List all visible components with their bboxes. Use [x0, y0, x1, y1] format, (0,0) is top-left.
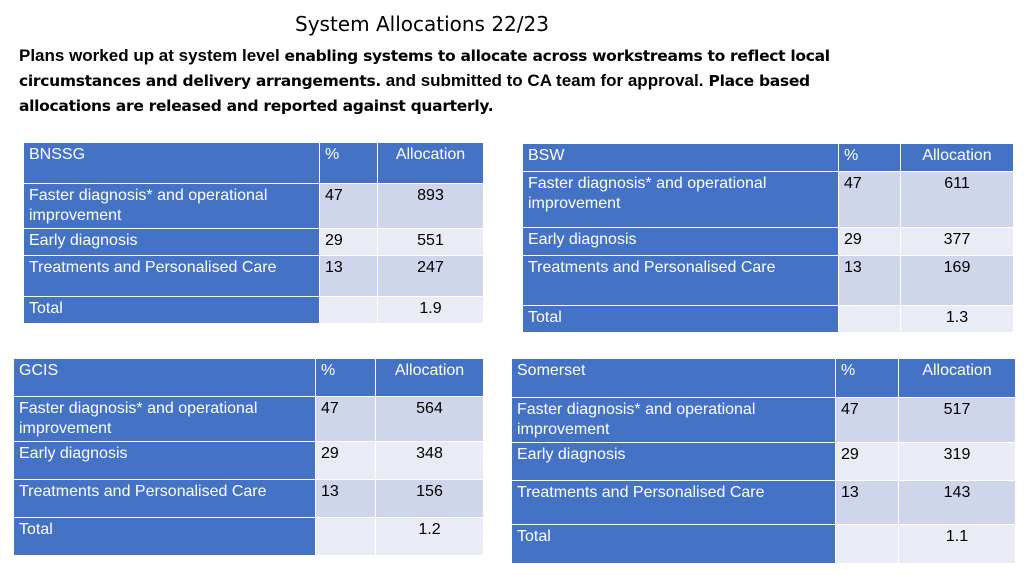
- table-header-row: BSW % Allocation: [522, 143, 1014, 172]
- total-pct: [319, 296, 378, 324]
- table-row: Faster diagnosis* and operational improv…: [511, 397, 1016, 443]
- row-pct: 13: [319, 255, 378, 297]
- table-row: Early diagnosis 29 377: [522, 227, 1014, 256]
- row-allocation: 156: [375, 479, 484, 518]
- intro-part-1: Plans worked up at system level: [19, 46, 285, 65]
- row-label: Faster diagnosis* and operational improv…: [23, 183, 320, 229]
- table-header-row: Somerset % Allocation: [511, 358, 1016, 398]
- pct-header: %: [315, 358, 376, 397]
- row-label: Treatments and Personalised Care: [511, 480, 836, 525]
- row-allocation: 564: [375, 396, 484, 442]
- allocation-header: Allocation: [898, 358, 1016, 398]
- total-allocation: 1.3: [900, 305, 1014, 333]
- row-allocation: 247: [377, 255, 484, 297]
- pct-header: %: [835, 358, 899, 398]
- row-pct: 47: [319, 183, 378, 229]
- pct-header: %: [319, 142, 378, 184]
- table-row: Treatments and Personalised Care 13 247: [23, 255, 484, 297]
- table-name-header: GCIS: [13, 358, 316, 397]
- row-label: Treatments and Personalised Care: [23, 255, 320, 297]
- table-row: Treatments and Personalised Care 13 143: [511, 480, 1016, 525]
- table-header-row: GCIS % Allocation: [13, 358, 484, 397]
- row-allocation: 319: [898, 442, 1016, 481]
- row-pct: 47: [315, 396, 376, 442]
- row-allocation: 143: [898, 480, 1016, 525]
- total-pct: [838, 305, 901, 333]
- row-allocation: 551: [377, 228, 484, 256]
- total-pct: [315, 517, 376, 556]
- total-label: Total: [522, 305, 839, 333]
- table-name-header: BNSSG: [23, 142, 320, 184]
- total-label: Total: [23, 296, 320, 324]
- table-total-row: Total 1.9: [23, 296, 484, 324]
- table-row: Early diagnosis 29 319: [511, 442, 1016, 481]
- allocation-header: Allocation: [375, 358, 484, 397]
- table-row: Treatments and Personalised Care 13 156: [13, 479, 484, 518]
- row-pct: 29: [835, 442, 899, 481]
- row-pct: 13: [838, 255, 901, 306]
- total-label: Total: [13, 517, 316, 556]
- somerset-table: Somerset % Allocation Faster diagnosis* …: [511, 358, 1016, 564]
- table-name-header: Somerset: [511, 358, 836, 398]
- row-pct: 29: [315, 441, 376, 480]
- row-label: Treatments and Personalised Care: [13, 479, 316, 518]
- row-pct: 29: [838, 227, 901, 256]
- row-label: Faster diagnosis* and operational improv…: [522, 171, 839, 228]
- intro-text: Plans worked up at system level enabling…: [19, 44, 859, 119]
- row-label: Early diagnosis: [23, 228, 320, 256]
- row-label: Early diagnosis: [13, 441, 316, 480]
- row-allocation: 893: [377, 183, 484, 229]
- gcis-table: GCIS % Allocation Faster diagnosis* and …: [13, 358, 484, 556]
- row-allocation: 169: [900, 255, 1014, 306]
- row-label: Treatments and Personalised Care: [522, 255, 839, 306]
- total-allocation: 1.2: [375, 517, 484, 556]
- page-title: System Allocations 22/23: [295, 12, 549, 36]
- table-header-row: BNSSG % Allocation: [23, 142, 484, 184]
- table-row: Early diagnosis 29 348: [13, 441, 484, 480]
- row-allocation: 517: [898, 397, 1016, 443]
- total-allocation: 1.1: [898, 524, 1016, 564]
- total-pct: [835, 524, 899, 564]
- table-name-header: BSW: [522, 143, 839, 172]
- row-pct: 13: [835, 480, 899, 525]
- table-total-row: Total 1.2: [13, 517, 484, 556]
- row-allocation: 348: [375, 441, 484, 480]
- row-pct: 29: [319, 228, 378, 256]
- row-pct: 47: [838, 171, 901, 228]
- row-label: Early diagnosis: [511, 442, 836, 481]
- intro-part-3: and submitted to CA team for approval.: [381, 71, 704, 90]
- row-label: Early diagnosis: [522, 227, 839, 256]
- pct-header: %: [838, 143, 901, 172]
- allocation-header: Allocation: [900, 143, 1014, 172]
- table-row: Faster diagnosis* and operational improv…: [13, 396, 484, 442]
- table-row: Early diagnosis 29 551: [23, 228, 484, 256]
- row-label: Faster diagnosis* and operational improv…: [13, 396, 316, 442]
- row-allocation: 611: [900, 171, 1014, 228]
- total-label: Total: [511, 524, 836, 564]
- bnssg-table: BNSSG % Allocation Faster diagnosis* and…: [23, 142, 484, 324]
- row-label: Faster diagnosis* and operational improv…: [511, 397, 836, 443]
- table-total-row: Total 1.3: [522, 305, 1014, 333]
- table-row: Faster diagnosis* and operational improv…: [23, 183, 484, 229]
- table-total-row: Total 1.1: [511, 524, 1016, 564]
- intro-part-2: enabling systems to allocate across work…: [19, 47, 830, 90]
- total-allocation: 1.9: [377, 296, 484, 324]
- row-pct: 47: [835, 397, 899, 443]
- table-row: Treatments and Personalised Care 13 169: [522, 255, 1014, 306]
- table-row: Faster diagnosis* and operational improv…: [522, 171, 1014, 228]
- row-allocation: 377: [900, 227, 1014, 256]
- allocation-header: Allocation: [377, 142, 484, 184]
- bsw-table: BSW % Allocation Faster diagnosis* and o…: [522, 143, 1014, 333]
- row-pct: 13: [315, 479, 376, 518]
- intro-part-4: Place based allocations are released and…: [19, 72, 810, 115]
